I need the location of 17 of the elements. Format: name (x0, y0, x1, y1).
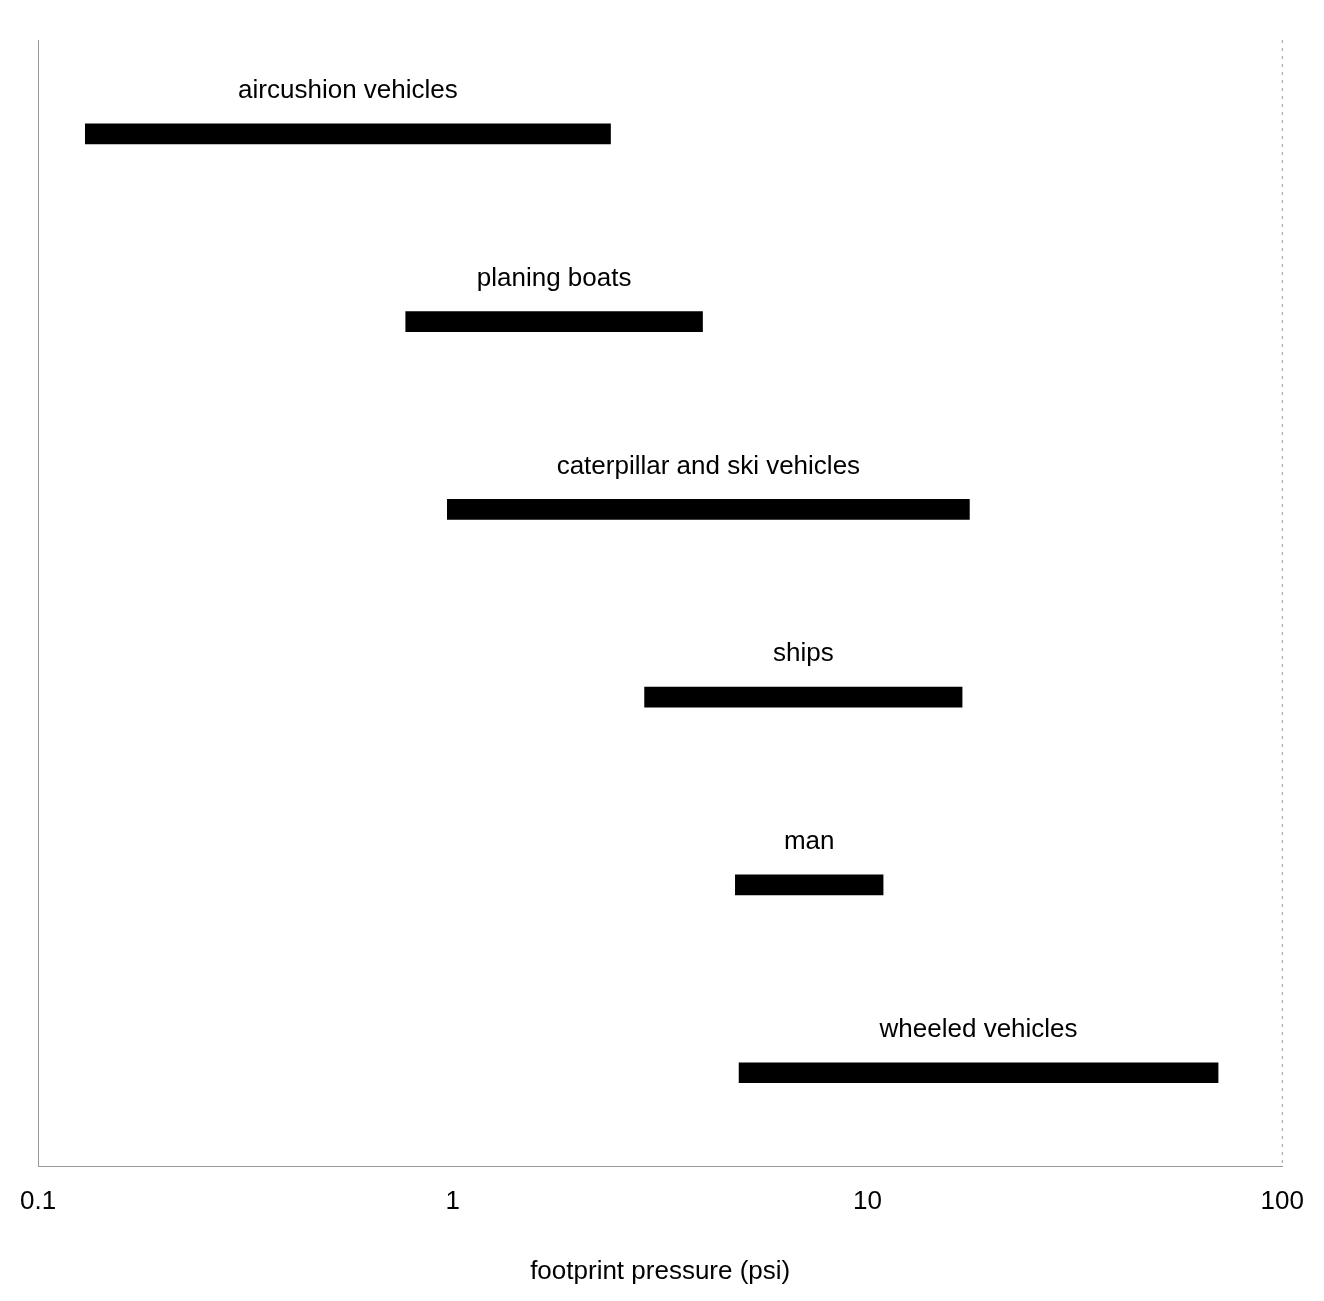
y-tick-label: ships (772, 637, 834, 668)
bar (447, 499, 970, 520)
y-tick-label: wheeled vehicles (878, 1012, 1078, 1043)
x-tick-label: 100 (1260, 1185, 1305, 1216)
bar (85, 123, 611, 145)
x-tick-label: 0.1 (19, 1185, 57, 1216)
y-tick-label: planing boats (476, 261, 632, 292)
y-tick-label: man (783, 825, 835, 856)
x-tick-label: 10 (853, 1185, 883, 1216)
y-tick-label: aircushion vehicles (238, 74, 458, 105)
bar (405, 311, 703, 332)
bar (644, 686, 963, 708)
bar (735, 874, 884, 896)
x-tick-label: 1 (445, 1185, 461, 1216)
y-tick-label: caterpillar and ski vehicles (556, 449, 861, 480)
bar (738, 1062, 1219, 1084)
x-axis-title: footprint pressure (psi) (530, 1254, 791, 1285)
